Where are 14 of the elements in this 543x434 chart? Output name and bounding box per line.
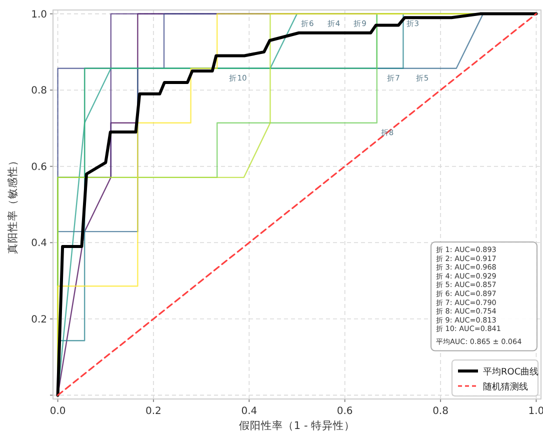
y-tick-label: 0.8 bbox=[31, 86, 47, 97]
x-axis-title: 假阳性率（1 - 特异性） bbox=[238, 419, 356, 432]
x-tick-label: 0.4 bbox=[241, 406, 258, 417]
y-tick-label: 1.0 bbox=[31, 9, 47, 20]
y-tick-label: 0.2 bbox=[31, 314, 47, 326]
x-tick-label: 0.6 bbox=[336, 406, 353, 417]
legend-label: 随机猜测线 bbox=[483, 382, 528, 392]
legend-label: 平均ROC曲线 bbox=[483, 366, 539, 378]
x-tick-label: 0.0 bbox=[50, 406, 66, 417]
y-axis-title: 真阳性率（敏感性） bbox=[6, 155, 19, 254]
y-tick-label: 0.4 bbox=[31, 238, 47, 250]
x-tick-label: 0.8 bbox=[432, 406, 448, 417]
x-tick-label: 0.2 bbox=[146, 406, 162, 417]
y-tick-label: 0.6 bbox=[31, 162, 47, 173]
